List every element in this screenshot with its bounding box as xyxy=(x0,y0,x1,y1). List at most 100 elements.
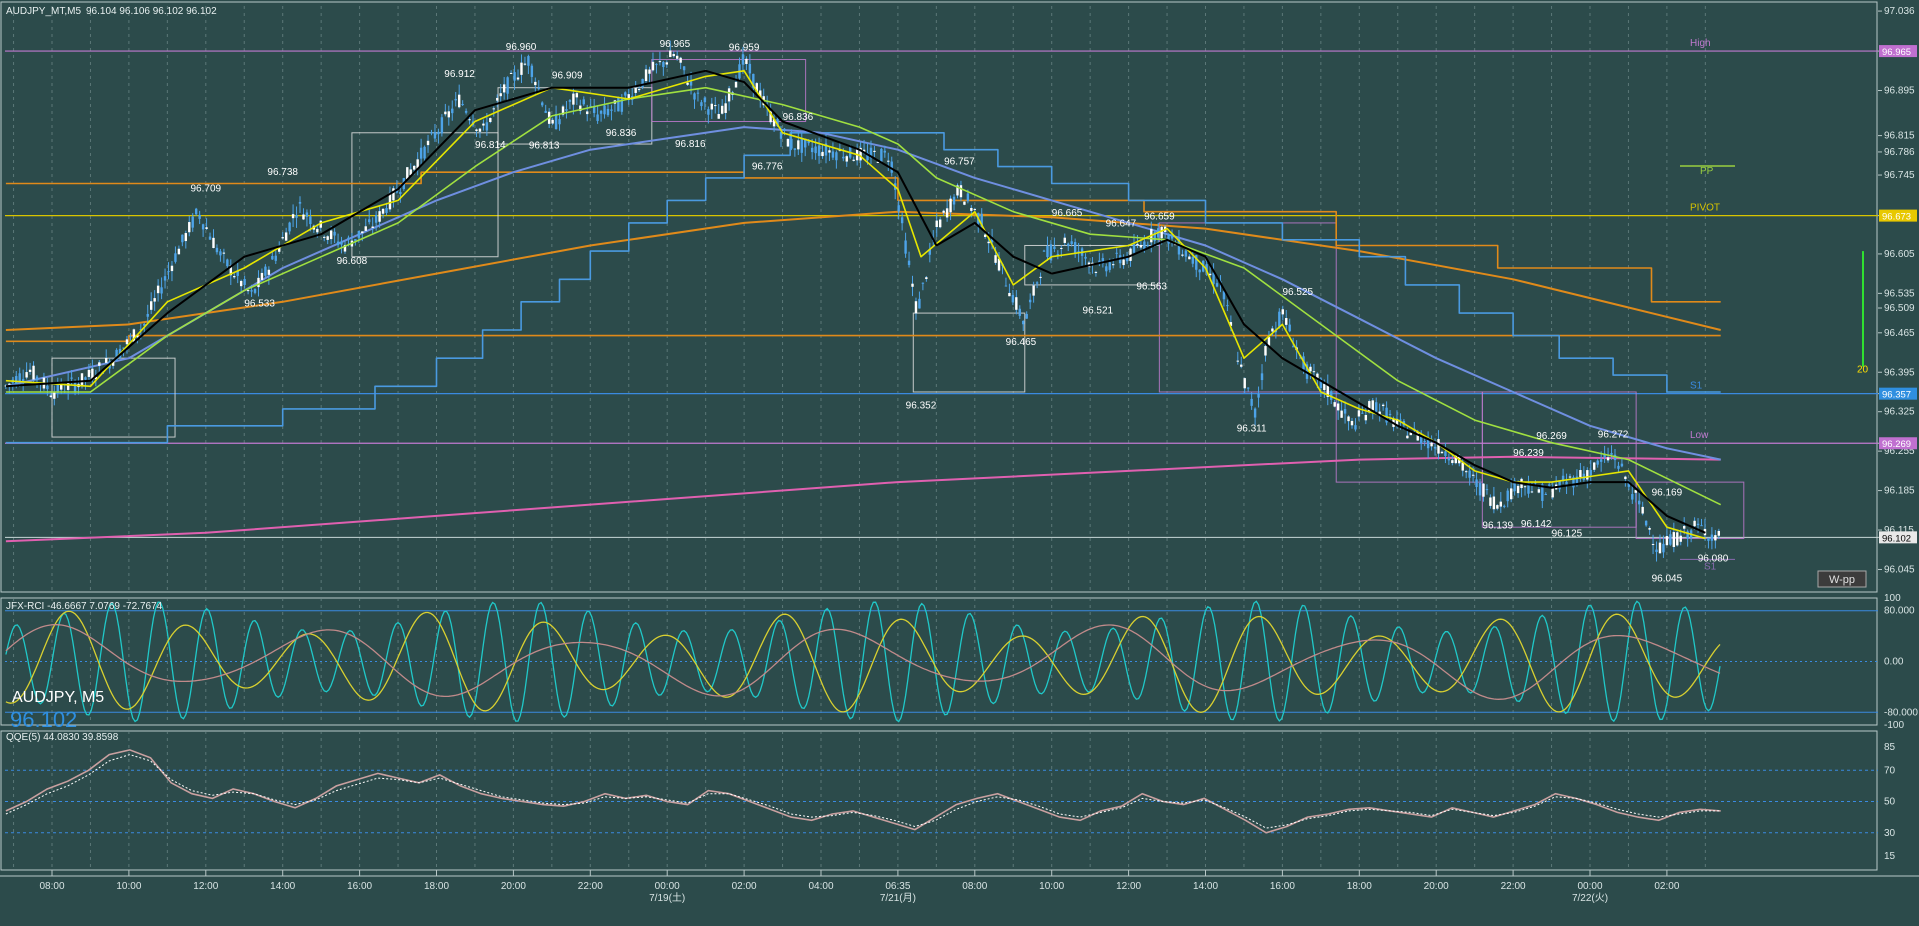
candle-body xyxy=(1693,520,1696,527)
price-tick-label: 96.325 xyxy=(1884,407,1915,418)
candle-body xyxy=(1250,398,1253,406)
candle-body xyxy=(496,97,499,101)
candle-body xyxy=(1340,410,1343,418)
candle-body xyxy=(302,214,305,220)
candle-body xyxy=(1551,487,1554,498)
candle-body xyxy=(700,102,703,107)
price-tick-label: 96.895 xyxy=(1884,86,1915,97)
candle-body xyxy=(461,103,464,105)
candle-body xyxy=(153,298,156,302)
candle-body xyxy=(18,373,21,382)
candle-body xyxy=(1357,410,1361,417)
candle-body xyxy=(672,54,675,57)
qqe-indicator-panel[interactable] xyxy=(5,749,1878,834)
candle-body xyxy=(918,298,921,309)
candle-body xyxy=(776,118,779,127)
candle-body xyxy=(1330,391,1333,400)
candle-body xyxy=(990,238,994,243)
candle-body xyxy=(437,131,440,135)
candle-body xyxy=(575,93,579,98)
candle-body xyxy=(406,167,409,180)
candle-body xyxy=(1260,373,1264,381)
qqe-tick-label: 50 xyxy=(1884,797,1896,808)
candle-body xyxy=(132,329,136,343)
price-axis: 97.036 96.965 96.895 96.815 96.786 96.745 96.6… xyxy=(1878,6,1918,862)
level-price-tag xyxy=(1879,437,1917,450)
candle-body xyxy=(1513,480,1516,492)
candle-body xyxy=(928,249,932,255)
candle-body xyxy=(444,111,447,115)
candle-body xyxy=(983,234,987,237)
swing-price-label: 96.965 xyxy=(660,39,691,50)
candle-body xyxy=(610,109,613,111)
candle-body xyxy=(167,271,170,273)
candle-body xyxy=(143,323,146,326)
candle-body xyxy=(492,108,495,110)
range-box xyxy=(912,312,1026,393)
swing-price-label: 96.757 xyxy=(944,156,975,167)
rci-indicator-panel[interactable] xyxy=(5,600,1878,723)
candle-body xyxy=(305,212,309,217)
level-label: Low xyxy=(1690,430,1709,441)
main-price-chart[interactable]: High PP PIVOT S1 Low S1 96.709 96.738 96.533 96.6… xyxy=(4,38,1878,584)
candle-body xyxy=(1188,256,1191,260)
candle-body xyxy=(1447,458,1451,461)
candle-body xyxy=(800,138,803,153)
swing-price-label: 96.608 xyxy=(337,256,368,267)
swing-price-label: 96.709 xyxy=(191,183,222,194)
rci-tick-label: -80.000 xyxy=(1884,707,1918,718)
candle-body xyxy=(111,360,115,366)
panel-border xyxy=(0,1,1878,593)
candle-body xyxy=(1523,486,1527,488)
ma-yellow-line xyxy=(5,70,1706,540)
candle-body xyxy=(1264,346,1267,356)
candle-body xyxy=(1285,318,1288,325)
candle-body xyxy=(828,150,831,153)
candle-body xyxy=(1063,237,1066,243)
candle-body xyxy=(1686,531,1689,539)
candle-body xyxy=(714,105,717,107)
candle-body xyxy=(637,89,641,91)
candle-body xyxy=(260,272,264,280)
candle-body xyxy=(1475,479,1478,488)
w-pp-button[interactable]: W-pp xyxy=(1817,570,1867,588)
price-tick-label: 96.185 xyxy=(1884,486,1915,497)
qqe-series-line xyxy=(5,754,1721,829)
price-tick-label: 96.535 xyxy=(1884,288,1915,299)
candle-body xyxy=(994,255,997,263)
candle-body xyxy=(329,230,333,240)
candle-body xyxy=(1208,273,1212,276)
candle-body xyxy=(1464,471,1468,473)
price-tick-label: 97.036 xyxy=(1884,6,1915,17)
candle-body xyxy=(1323,383,1326,391)
candle-body xyxy=(620,98,624,112)
candle-body xyxy=(28,369,32,372)
candle-body xyxy=(520,62,523,75)
swing-price-label: 96.814 xyxy=(475,140,506,151)
candle-body xyxy=(558,119,561,125)
candle-body xyxy=(703,97,707,103)
candle-body xyxy=(599,110,603,114)
candle-body xyxy=(911,283,914,287)
level-label: PIVOT xyxy=(1690,203,1720,214)
candle-body xyxy=(1136,243,1139,246)
candle-body xyxy=(1056,253,1060,255)
candle-body xyxy=(1516,485,1520,494)
candle-body xyxy=(233,275,236,278)
candle-body xyxy=(1426,438,1430,449)
candle-body xyxy=(783,128,786,131)
candle-body xyxy=(880,148,883,162)
swing-price-label: 96.647 xyxy=(1106,218,1137,229)
candle-body xyxy=(1146,244,1150,246)
candle-body xyxy=(1101,258,1105,264)
candle-body xyxy=(1506,490,1509,502)
candle-body xyxy=(1631,494,1634,500)
time-tick-label: 12:00 xyxy=(1116,881,1141,892)
candle-body xyxy=(534,81,537,86)
candle-body xyxy=(662,61,665,68)
candle-body xyxy=(1599,459,1603,462)
candle-body xyxy=(589,105,592,107)
candle-body xyxy=(326,236,329,240)
qqe-tick-label: 85 xyxy=(1884,742,1896,753)
